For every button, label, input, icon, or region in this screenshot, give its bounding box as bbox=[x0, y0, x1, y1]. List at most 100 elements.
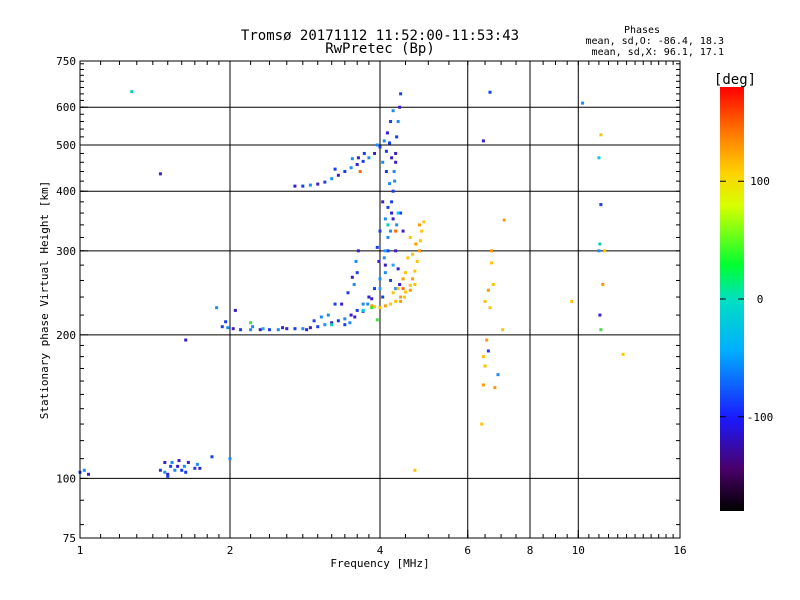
data-point bbox=[394, 229, 398, 233]
data-point bbox=[399, 299, 403, 303]
colorbar-tick-label: -100 bbox=[747, 411, 774, 424]
data-point bbox=[621, 352, 625, 356]
data-point bbox=[170, 460, 174, 464]
data-point bbox=[350, 275, 354, 279]
data-point bbox=[599, 133, 603, 137]
colorbar-tick-label: 0 bbox=[757, 293, 764, 306]
data-point bbox=[367, 295, 371, 299]
data-point bbox=[383, 249, 387, 253]
x-tick-label: 6 bbox=[464, 544, 471, 557]
data-point bbox=[375, 318, 379, 322]
data-point bbox=[169, 464, 173, 468]
data-point bbox=[391, 291, 395, 295]
data-point bbox=[413, 269, 417, 273]
data-point bbox=[184, 338, 188, 342]
y-tick-label: 300 bbox=[56, 245, 76, 258]
data-point bbox=[483, 299, 487, 303]
data-point bbox=[361, 308, 365, 312]
stats-o-mode: mean, sd,O: -86.4, 18.3 bbox=[586, 36, 724, 47]
data-point bbox=[330, 177, 334, 181]
data-point bbox=[399, 211, 403, 215]
data-point bbox=[330, 323, 334, 327]
data-point bbox=[350, 157, 354, 161]
data-point bbox=[488, 306, 492, 310]
data-point bbox=[390, 200, 394, 204]
data-point bbox=[396, 267, 400, 271]
data-point bbox=[386, 249, 390, 253]
data-point bbox=[486, 288, 490, 292]
data-point bbox=[370, 304, 374, 308]
colorbar-label: [deg] bbox=[714, 72, 756, 88]
data-point bbox=[378, 277, 382, 281]
data-point bbox=[249, 328, 253, 332]
data-point bbox=[406, 256, 410, 260]
data-point bbox=[231, 327, 235, 331]
data-point bbox=[220, 325, 224, 329]
data-point bbox=[333, 167, 337, 171]
data-point bbox=[336, 319, 340, 323]
data-point bbox=[186, 460, 190, 464]
data-point bbox=[177, 459, 181, 463]
data-point bbox=[385, 131, 389, 135]
data-point bbox=[597, 249, 601, 253]
data-point bbox=[393, 179, 397, 183]
y-tick-label: 600 bbox=[56, 101, 76, 114]
data-point bbox=[391, 109, 395, 113]
data-point bbox=[391, 189, 395, 193]
data-point bbox=[388, 182, 392, 186]
data-point bbox=[502, 218, 506, 222]
data-point bbox=[184, 470, 188, 474]
chart-title: Tromsø 20171112 11:52:00-11:53:43 bbox=[241, 28, 519, 44]
data-point bbox=[490, 261, 494, 265]
data-point bbox=[166, 474, 170, 478]
data-point bbox=[349, 166, 353, 170]
data-point bbox=[239, 328, 243, 332]
data-point bbox=[488, 90, 492, 94]
data-point bbox=[389, 120, 393, 124]
data-point bbox=[343, 317, 347, 321]
data-point bbox=[373, 305, 377, 309]
data-point bbox=[163, 460, 167, 464]
data-point bbox=[163, 470, 167, 474]
x-tick-label: 8 bbox=[527, 544, 534, 557]
data-point bbox=[598, 313, 602, 317]
data-point bbox=[86, 472, 90, 476]
data-point bbox=[481, 355, 485, 359]
data-point bbox=[281, 326, 285, 330]
data-point bbox=[356, 156, 360, 160]
data-point bbox=[417, 249, 421, 253]
data-point bbox=[319, 315, 323, 319]
data-point bbox=[480, 422, 484, 426]
data-point bbox=[598, 242, 602, 246]
data-point bbox=[267, 328, 271, 332]
data-point bbox=[316, 325, 320, 329]
data-point bbox=[378, 287, 382, 291]
data-point bbox=[483, 364, 487, 368]
data-point bbox=[355, 163, 359, 167]
x-tick-label: 4 bbox=[377, 544, 384, 557]
data-point bbox=[370, 297, 374, 301]
data-point bbox=[413, 468, 417, 472]
data-point bbox=[210, 455, 214, 459]
data-point bbox=[180, 468, 184, 472]
data-point bbox=[411, 252, 415, 256]
data-point bbox=[308, 183, 312, 187]
data-point bbox=[375, 143, 379, 147]
data-point bbox=[308, 326, 312, 330]
data-point bbox=[383, 263, 387, 267]
data-point bbox=[326, 313, 330, 317]
data-point bbox=[493, 386, 497, 390]
data-point bbox=[305, 328, 309, 332]
data-point bbox=[486, 349, 490, 353]
data-point bbox=[358, 169, 362, 173]
data-point bbox=[249, 321, 253, 325]
data-point bbox=[361, 159, 365, 163]
data-point bbox=[336, 173, 340, 177]
data-point bbox=[340, 302, 344, 306]
data-point bbox=[82, 468, 86, 472]
data-point bbox=[417, 223, 421, 227]
data-point bbox=[293, 327, 297, 331]
data-point bbox=[389, 302, 393, 306]
data-point bbox=[603, 249, 607, 253]
